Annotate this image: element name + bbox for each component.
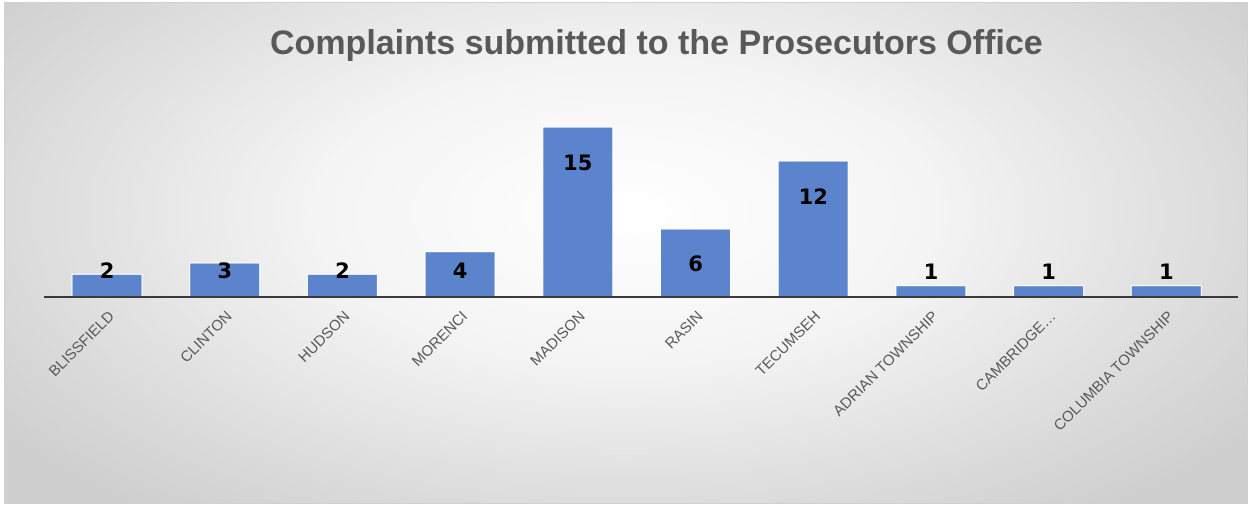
bars-group: [71, 126, 1202, 298]
category-label: CLINTON: [177, 308, 235, 366]
category-label: COLUMBIA TOWNSHIP: [1051, 308, 1178, 435]
bar-clinton: [189, 262, 261, 298]
chart-area: [4, 2, 1248, 504]
bar-adrian-township: [895, 285, 967, 298]
category-labels-group: BLISSFIELD CLINTON HUDSON MORENCI MADISON RAS…: [46, 308, 1177, 435]
bar-cambridge: [1013, 285, 1085, 298]
data-label: 6: [688, 252, 703, 276]
data-label: 1: [1159, 260, 1174, 284]
category-label: RASIN: [662, 308, 706, 352]
data-label: 2: [335, 259, 350, 283]
data-label: 3: [217, 259, 232, 283]
bar-columbia-township: [1130, 285, 1202, 298]
data-label: 1: [1041, 260, 1056, 284]
category-label: TECUMSEH: [752, 308, 824, 380]
chart-title: Complaints submitted to the Prosecutors …: [270, 24, 1043, 62]
bar-madison: [542, 126, 614, 298]
data-label: 1: [924, 260, 939, 284]
category-label: BLISSFIELD: [46, 308, 118, 380]
category-label: HUDSON: [295, 308, 353, 366]
category-label: ADRIAN TOWNSHIP: [830, 308, 942, 420]
data-label: 15: [563, 151, 592, 175]
bar-rasin: [660, 228, 731, 298]
category-label: MORENCI: [409, 308, 471, 370]
data-label: 2: [100, 259, 115, 283]
data-label: 4: [453, 259, 468, 283]
bar-tecumseh: [777, 160, 849, 298]
category-label: MADISON: [527, 308, 589, 370]
bar-morenci: [424, 251, 496, 298]
category-label: CAMBRIDGE…: [973, 308, 1060, 395]
data-label: 12: [799, 185, 828, 209]
